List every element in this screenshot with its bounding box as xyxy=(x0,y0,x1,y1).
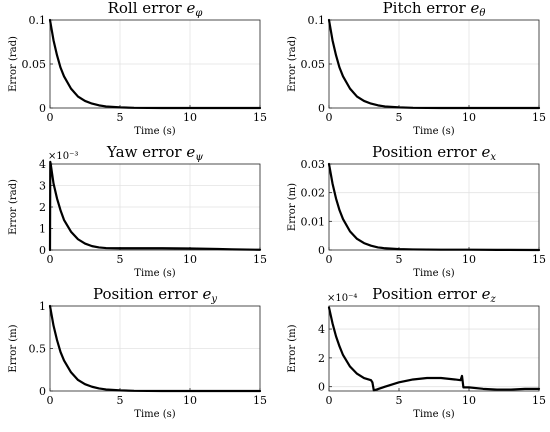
axes-box xyxy=(328,305,540,392)
x-tick-label: 10 xyxy=(462,253,476,266)
plot-title: Pitch error eθ xyxy=(383,0,486,19)
x-axis-label: Time (s) xyxy=(413,126,454,137)
series-line-1 xyxy=(48,304,262,393)
subplot-5: 0 5 10 15 0 0.5 1 Time (s) Error (m) Position err… xyxy=(8,285,267,420)
y-tick-label: 0.01 xyxy=(301,215,326,228)
y-tick-label: 1 xyxy=(39,223,46,236)
series-line-1 xyxy=(48,160,262,252)
x-tick-label: 5 xyxy=(117,253,124,266)
y-exponent-label: ×10⁻³ xyxy=(48,151,78,162)
y-tick-label: 0 xyxy=(39,385,46,398)
x-tick-label: 10 xyxy=(183,111,197,124)
x-tick-label: 10 xyxy=(183,253,197,266)
x-tick-label: 10 xyxy=(462,111,476,124)
plot-title: Position error ex xyxy=(372,143,496,163)
x-tick-label: 0 xyxy=(326,111,333,124)
y-tick-label: 3 xyxy=(39,180,46,193)
series-line-1 xyxy=(327,306,541,392)
y-tick-label: 0 xyxy=(318,102,325,115)
y-tick-label: 0 xyxy=(318,381,325,394)
subplot-2: 0 5 10 15 0 0.05 0.1 Time (s) Error (rad) Pitch e… xyxy=(287,0,546,137)
series-line-1 xyxy=(48,18,262,110)
y-tick-label: 0.1 xyxy=(29,14,47,27)
subplot-4: 0 5 10 15 0 0.01 0.02 0.03 Time (s) Error (m) Posi… xyxy=(287,143,546,279)
x-axis-label: Time (s) xyxy=(413,268,454,279)
y-tick-label: 0 xyxy=(39,102,46,115)
y-exponent-label: ×10⁻⁴ xyxy=(327,293,357,304)
y-tick-label: 4 xyxy=(318,323,325,336)
y-tick-label: 1 xyxy=(39,300,46,313)
y-tick-label: 0 xyxy=(39,244,46,257)
x-tick-label: 0 xyxy=(47,111,54,124)
x-tick-label: 0 xyxy=(326,394,333,407)
subplot-6: 0 5 10 15 0 2 4 ×10⁻⁴ Time (s) Error (m) Position … xyxy=(287,285,546,420)
plot-title: Yaw error eψ xyxy=(106,143,203,163)
x-tick-label: 5 xyxy=(396,111,403,124)
x-tick-label: 0 xyxy=(326,253,333,266)
y-tick-label: 0.05 xyxy=(301,58,326,71)
x-tick-label: 10 xyxy=(183,394,197,407)
x-tick-label: 15 xyxy=(253,253,267,266)
x-axis-label: Time (s) xyxy=(413,409,454,420)
y-axis-label: Error (rad) xyxy=(287,36,298,92)
x-tick-label: 5 xyxy=(117,394,124,407)
plot-title: Position error ey xyxy=(93,285,217,305)
y-tick-label: 4 xyxy=(39,158,46,171)
y-tick-label: 0.5 xyxy=(29,343,47,356)
x-tick-label: 5 xyxy=(117,111,124,124)
y-tick-label: 2 xyxy=(318,352,325,365)
series-line-1 xyxy=(327,18,541,110)
x-tick-label: 5 xyxy=(396,253,403,266)
y-axis-label: Error (rad) xyxy=(8,179,19,235)
x-axis-label: Time (s) xyxy=(134,268,175,279)
y-tick-label: 0.05 xyxy=(22,58,47,71)
y-tick-label: 2 xyxy=(39,201,46,214)
y-tick-label: 0.02 xyxy=(301,187,326,200)
plot-title: Position error ez xyxy=(372,285,496,305)
x-tick-label: 15 xyxy=(532,111,546,124)
y-axis-label: Error (rad) xyxy=(8,36,19,92)
y-axis-label: Error (m) xyxy=(8,324,19,372)
x-tick-label: 15 xyxy=(532,253,546,266)
x-tick-label: 10 xyxy=(462,394,476,407)
x-axis-label: Time (s) xyxy=(134,409,175,420)
x-tick-label: 15 xyxy=(532,394,546,407)
x-tick-label: 0 xyxy=(47,394,54,407)
x-tick-label: 5 xyxy=(396,394,403,407)
x-axis-label: Time (s) xyxy=(134,126,175,137)
plot-area xyxy=(329,164,539,250)
x-tick-label: 0 xyxy=(47,253,54,266)
y-tick-label: 0.1 xyxy=(308,14,326,27)
y-tick-label: 0.03 xyxy=(301,158,326,171)
subplot-3: 0 5 10 15 0 1 2 3 4×10⁻³ Time (s) Error (rad) Yaw e… xyxy=(8,143,267,279)
y-axis-label: Error (m) xyxy=(287,183,298,231)
series-line-1 xyxy=(327,162,541,252)
y-axis-label: Error (m) xyxy=(287,324,298,372)
subplot-1: 0 5 10 15 0 0.05 0.1 Time (s) Error (rad) Roll er… xyxy=(8,0,267,137)
x-tick-label: 15 xyxy=(253,111,267,124)
y-tick-label: 0 xyxy=(318,244,325,257)
x-tick-label: 15 xyxy=(253,394,267,407)
plot-title: Roll error eφ xyxy=(108,0,203,19)
